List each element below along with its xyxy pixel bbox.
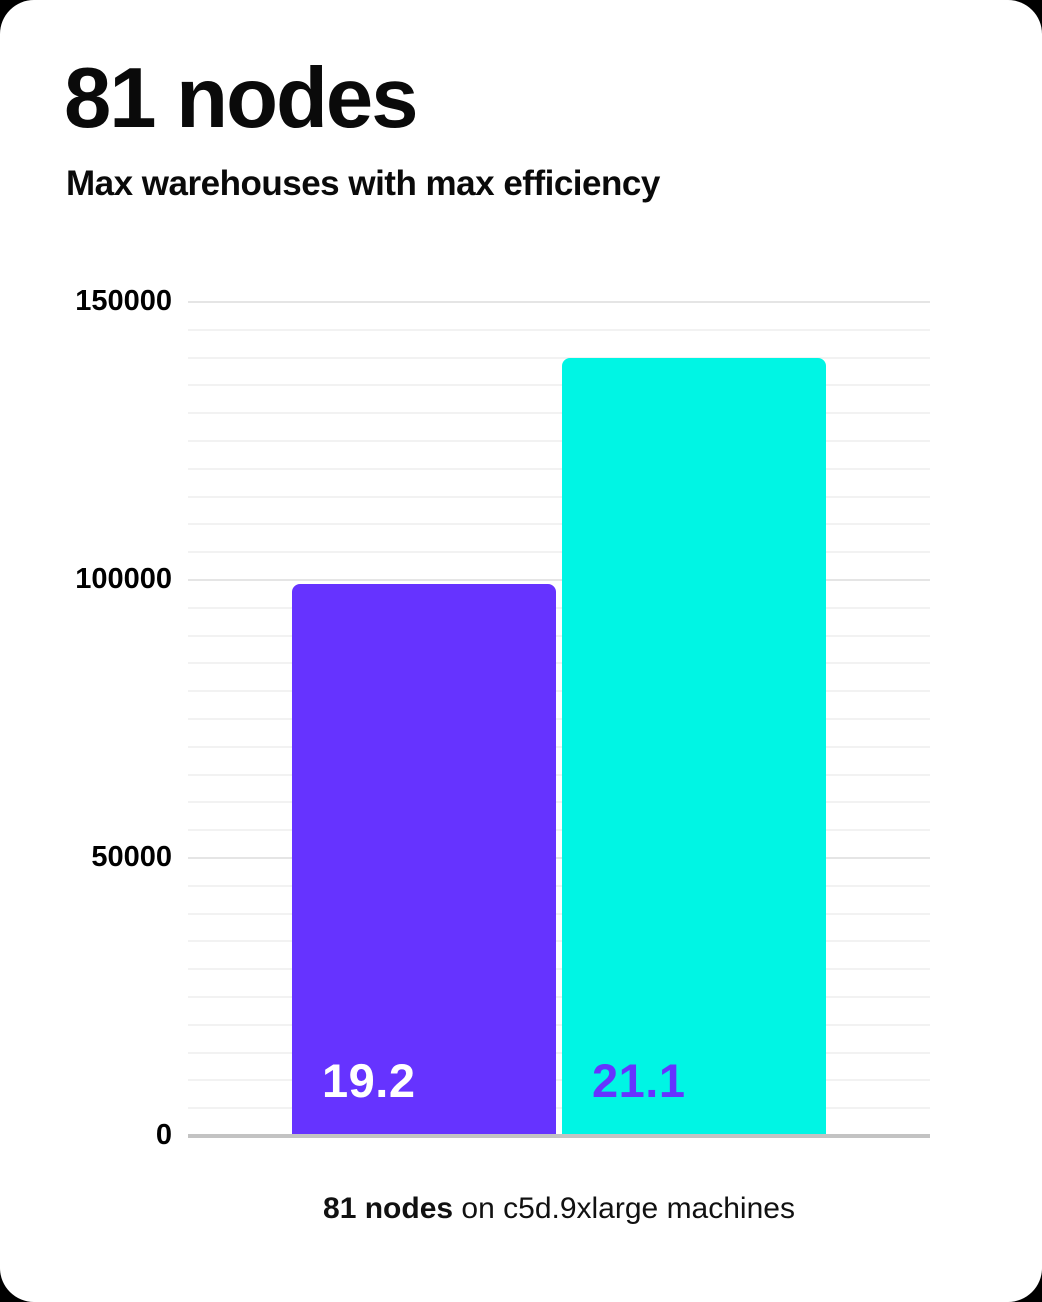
major-gridline [188, 301, 930, 303]
minor-gridline [188, 662, 930, 665]
minor-gridline [188, 912, 930, 915]
minor-gridline [188, 328, 930, 331]
minor-gridline [188, 940, 930, 943]
x-axis-line [188, 1134, 930, 1138]
minor-gridline [188, 745, 930, 748]
bar-chart-plot-area: 19.2 21.1 [188, 301, 930, 1138]
bar-19.2: 19.2 [292, 583, 556, 1136]
minor-gridline [188, 718, 930, 720]
major-gridline [188, 579, 930, 581]
minor-gridline [188, 356, 930, 359]
bar-value-label: 21.1 [592, 1054, 686, 1107]
minor-gridline [188, 801, 930, 804]
minor-gridline [188, 440, 930, 442]
y-tick-label: 150000 [75, 285, 172, 317]
minor-gridline [188, 1051, 930, 1054]
y-tick-label: 100000 [75, 563, 172, 595]
minor-gridline [188, 1107, 930, 1110]
minor-gridline [188, 384, 930, 387]
bar-value-label: 19.2 [322, 1054, 416, 1107]
minor-gridline [188, 412, 930, 415]
major-gridline [188, 857, 930, 859]
minor-gridline [188, 551, 930, 554]
y-tick-label: 50000 [91, 841, 172, 873]
minor-gridline [188, 884, 930, 887]
minor-gridline [188, 634, 930, 637]
minor-gridline [188, 829, 930, 832]
minor-gridline [188, 1079, 930, 1082]
caption-bold-text: 81 nodes [323, 1192, 454, 1225]
minor-gridline [188, 495, 930, 498]
caption-regular-text: on c5d.9xlarge machines [453, 1192, 795, 1225]
bar-21.1: 21.1 [562, 357, 826, 1136]
minor-gridline [188, 523, 930, 526]
page-subtitle: Max warehouses with max efficiency [66, 164, 660, 203]
minor-gridline [188, 968, 930, 971]
minor-gridline [188, 1023, 930, 1026]
chart-caption: 81 nodes on c5d.9xlarge machines [188, 1192, 930, 1226]
minor-gridline [188, 996, 930, 998]
minor-gridline [188, 690, 930, 693]
y-tick-label: 0 [155, 1119, 172, 1151]
page-title: 81 nodes [64, 51, 418, 146]
minor-gridline [188, 773, 930, 776]
minor-gridline [188, 606, 930, 609]
minor-gridline [188, 467, 930, 470]
